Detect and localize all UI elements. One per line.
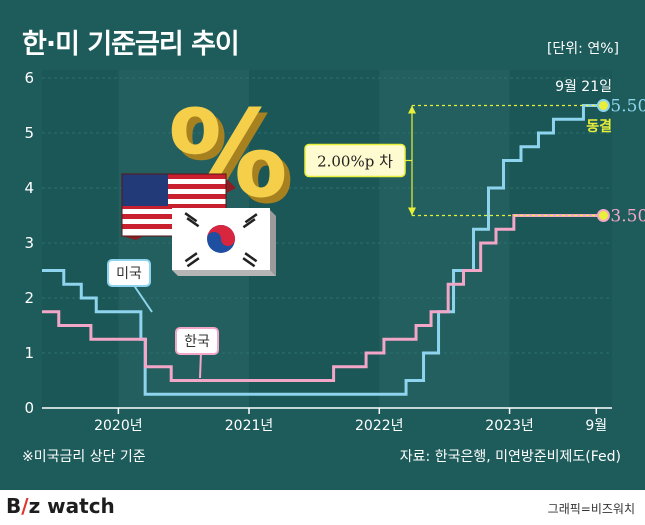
y-tick-label: 3 (24, 234, 34, 252)
x-tick-label: 2022년 (355, 418, 404, 434)
graphic-credit: 그래픽=비즈워치 (547, 502, 635, 516)
y-tick-labels: 0 1 2 3 4 5 6 (24, 69, 34, 417)
y-tick-label: 0 (24, 399, 34, 417)
chart-title: 한·미 기준금리 추이 (22, 29, 240, 60)
brand-logo: B/z watch (6, 494, 115, 518)
x-tick-label: 9월 (585, 418, 607, 434)
brand-prefix: B (6, 494, 22, 518)
gap-arrow-down (408, 207, 416, 216)
x-tick-label: 2020년 (94, 418, 143, 434)
x-tick-label: 2023년 (485, 418, 534, 434)
gap-annotation: 2.00%p 차 (304, 104, 598, 217)
illustration: % % (121, 86, 294, 276)
series-line-korea (42, 214, 604, 382)
gap-arrow-up (408, 105, 416, 114)
time-bands (42, 70, 612, 408)
korea-flag-icon (172, 208, 276, 276)
gap-label: 2.00%p 차 (317, 153, 393, 171)
callout-box (175, 327, 219, 355)
callout-pointer (132, 283, 153, 313)
callout-pointer (199, 351, 202, 379)
year-band (379, 70, 510, 408)
percent-sign-icon: % % (168, 86, 294, 231)
end-value-label: 3.50 (610, 207, 645, 227)
y-tick-label: 5 (24, 124, 34, 142)
end-point-marker (596, 99, 610, 112)
brand-mark: / (21, 494, 29, 518)
y-tick-label: 4 (24, 179, 34, 197)
y-gridlines (42, 77, 612, 409)
unit-label: [단위: 연%] (546, 41, 619, 57)
brand-rest: z watch (28, 494, 115, 518)
series-lines (42, 104, 604, 396)
end-value-label: 5.50 (610, 97, 645, 117)
y-tick-label: 2 (24, 289, 34, 307)
footnote: ※미국금리 상단 기준 (22, 449, 146, 465)
series-name-label: 미국 (116, 266, 142, 282)
rate-chart: 0 1 2 3 4 5 6 2020년 2021년 2022년 2023년 9월 % % (24, 69, 645, 434)
year-band (509, 70, 612, 408)
freeze-label: 동결 (586, 118, 612, 135)
y-tick-label: 6 (24, 69, 34, 87)
y-tick-label: 1 (24, 344, 34, 362)
year-band (42, 70, 119, 408)
callout-box (107, 259, 151, 287)
x-tick-labels: 2020년 2021년 2022년 2023년 9월 (94, 408, 607, 434)
end-point-marker (596, 209, 610, 222)
x-tick-label: 2021년 (225, 418, 274, 434)
series-name-label: 한국 (184, 334, 210, 350)
end-date-label: 9월 21일 (555, 79, 612, 95)
source-note: 자료: 한국은행, 미연방준비제도(Fed) (399, 449, 621, 465)
footer-bar: B/z watch 그래픽=비즈워치 (0, 490, 645, 525)
